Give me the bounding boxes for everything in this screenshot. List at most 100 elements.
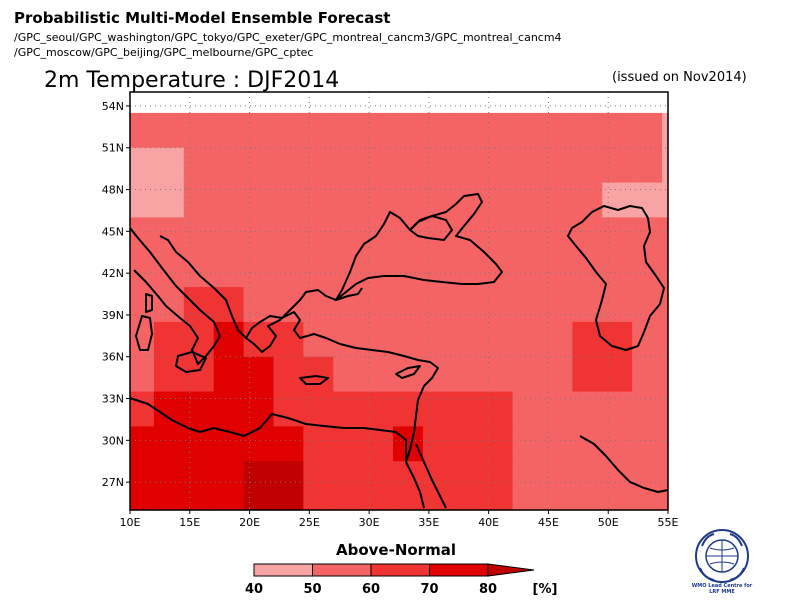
lon-tick-label: 40E — [478, 516, 499, 529]
grid-cell — [243, 147, 275, 184]
grid-cell — [303, 217, 334, 253]
grid-cell — [183, 182, 215, 218]
grid-cell — [572, 426, 603, 462]
grid-cell — [602, 182, 633, 218]
grid-cell — [153, 461, 185, 497]
grid-cell — [333, 182, 364, 218]
grid-cell — [632, 321, 663, 358]
lat-tick-label: 36N — [102, 351, 124, 364]
grid-cell — [602, 147, 633, 184]
grid-cell — [662, 182, 669, 218]
colorbar-swatch — [312, 563, 372, 577]
grid-cell — [662, 356, 669, 393]
grid-cell — [572, 356, 603, 393]
grid-cell — [422, 112, 454, 149]
grid-cell — [542, 391, 573, 427]
grid-cell — [393, 287, 424, 323]
grid-cell — [243, 217, 275, 253]
grid-cell — [662, 321, 669, 358]
grid-cell — [303, 461, 334, 497]
grid-cell — [393, 112, 424, 149]
grid-cell — [333, 426, 364, 462]
colorbar-tick-label: 80 — [479, 582, 497, 597]
grid-cell — [632, 496, 663, 511]
grid-cell — [303, 252, 334, 288]
grid-cell — [602, 496, 633, 511]
grid-cell — [273, 356, 304, 393]
grid-cell — [273, 112, 304, 149]
grid-cell — [632, 426, 663, 462]
grid-cell — [130, 147, 155, 184]
grid-cell — [333, 496, 364, 511]
lat-tick-label: 27N — [102, 476, 124, 489]
colorbar: 40 50 60 70 80 [%] — [245, 563, 557, 597]
grid-cell — [482, 252, 514, 288]
grid-cell — [662, 426, 669, 462]
lon-tick-label: 25E — [299, 516, 320, 529]
grid-cell — [602, 112, 633, 149]
grid-cell — [632, 182, 663, 218]
grid-cell — [422, 496, 454, 511]
grid-cell — [243, 182, 275, 218]
grid-cell — [130, 217, 155, 253]
grid-cell — [632, 356, 663, 393]
grid-cell — [632, 112, 663, 149]
grid-cell — [422, 321, 454, 358]
coastline-crete — [299, 375, 329, 385]
grid-cell — [542, 182, 573, 218]
coastline-greece-aegean — [245, 311, 341, 345]
grid-cell — [632, 217, 663, 253]
coastline-red-sea-west — [405, 461, 425, 509]
wmo-logo — [695, 529, 749, 583]
grid-cell — [303, 391, 334, 427]
grid-cell — [662, 461, 669, 497]
grid-cell — [422, 147, 454, 184]
coastline-levant — [405, 399, 419, 463]
grid-cell — [422, 287, 454, 323]
grid-cell — [213, 391, 245, 427]
grid-cell — [482, 426, 514, 462]
gpc-list-line-1: /GPC_seoul/GPC_washington/GPC_tokyo/GPC_… — [14, 31, 562, 44]
grid-cell — [363, 356, 394, 393]
grid-cell — [243, 426, 275, 462]
grid-cell — [512, 147, 544, 184]
grid-cell — [363, 112, 394, 149]
grid-cell — [602, 287, 633, 323]
grid-cell — [482, 391, 514, 427]
grid-cell — [452, 356, 484, 393]
grid-cell — [452, 461, 484, 497]
grid-cell — [153, 321, 185, 358]
grid-cell — [273, 496, 304, 511]
grid-cell — [183, 217, 215, 253]
grid-cell — [303, 147, 334, 184]
colorbar-arrow — [487, 563, 535, 577]
coastline-caspian — [567, 205, 665, 351]
coastlines — [129, 193, 669, 509]
grid-cell — [602, 426, 633, 462]
grid-cell — [153, 496, 185, 511]
grid-cell — [512, 321, 544, 358]
grid-cell — [213, 147, 245, 184]
grid-cell — [303, 356, 334, 393]
grid-cell — [542, 461, 573, 497]
grid-cell — [572, 496, 603, 511]
coastline-north-africa — [129, 397, 407, 462]
colorbar-swatch — [429, 563, 489, 577]
grid-cell — [273, 321, 304, 358]
coastline-sardinia — [135, 315, 153, 351]
grid-cell — [363, 461, 394, 497]
grid-cell — [452, 112, 484, 149]
grid-cell — [393, 147, 424, 184]
grid-cell — [393, 496, 424, 511]
grid-cell — [662, 496, 669, 511]
grid-cell — [512, 112, 544, 149]
coastline-crimea — [409, 215, 453, 241]
grid-cell — [243, 252, 275, 288]
grid-cell — [243, 112, 275, 149]
grid-cell — [273, 252, 304, 288]
grid-cell — [363, 287, 394, 323]
variable-title: 2m Temperature : DJF2014 — [44, 68, 340, 93]
grid-cell — [393, 252, 424, 288]
grid-cell — [512, 461, 544, 497]
